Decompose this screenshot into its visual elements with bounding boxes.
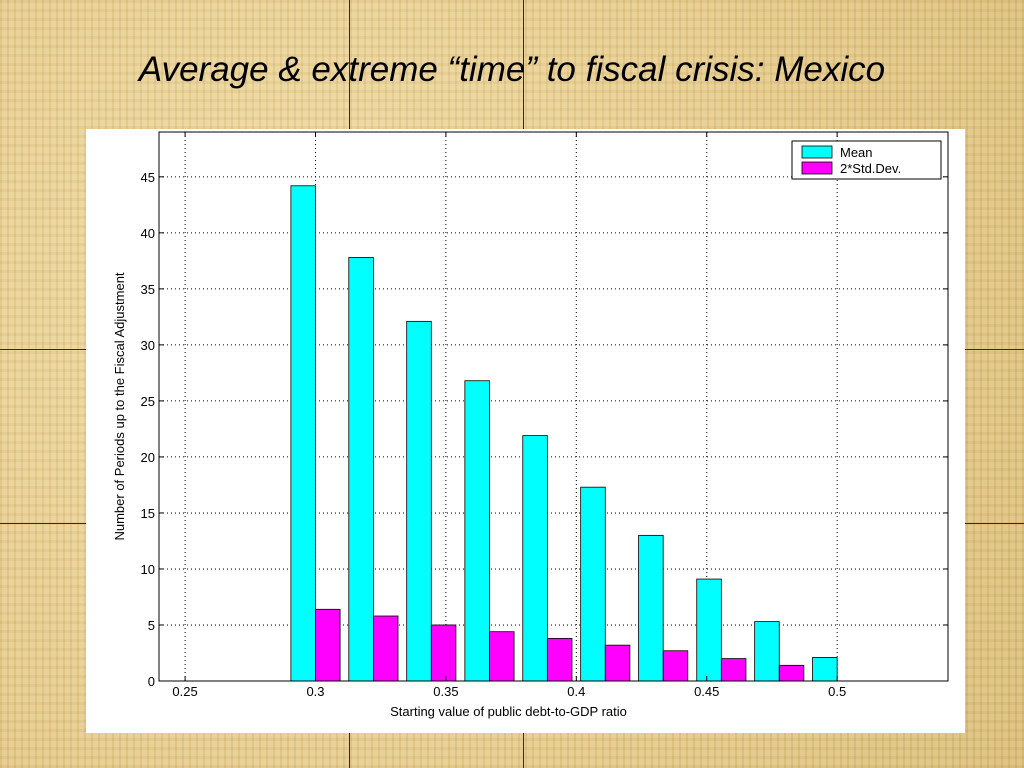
bar-mean-6 (638, 534, 664, 682)
x-axis-label: Starting value of public debt-to-GDP rat… (390, 704, 627, 719)
bar-2-std-dev--6 (662, 650, 689, 682)
y-tick-label-6: 30 (141, 338, 155, 353)
bar-mean-1 (348, 257, 374, 682)
legend-label-1: 2*Std.Dev. (840, 161, 901, 176)
legend-swatch-1 (801, 161, 833, 175)
bar-mean-2 (406, 320, 432, 682)
bar-2-std-dev--1 (372, 615, 399, 682)
x-tick-label-0: 0.25 (172, 684, 197, 699)
y-tick-label-4: 20 (141, 450, 155, 465)
plot-frame (158, 131, 949, 682)
y-tick-label-3: 15 (141, 506, 155, 521)
chart-panel: 0.25 0.3 0.35 0.4 0.45 0.5 0 5 10 15 20 25 30 35 40 45 S… (86, 129, 965, 733)
bar-2-std-dev--7 (720, 658, 747, 682)
bar-mean-9 (812, 657, 838, 682)
legend-label-0: Mean (840, 145, 873, 160)
y-axis-label: Number of Periods up to the Fiscal Adjus… (112, 272, 127, 540)
y-tick-label-8: 40 (141, 226, 155, 241)
y-tick-label-7: 35 (141, 282, 155, 297)
y-tick-label-5: 25 (141, 394, 155, 409)
bar-2-std-dev--2 (430, 624, 457, 682)
y-tick-label-0: 0 (148, 674, 155, 689)
x-tick-label-4: 0.45 (694, 684, 719, 699)
y-tick-label-2: 10 (141, 562, 155, 577)
bar-2-std-dev--5 (604, 644, 631, 682)
x-tick-label-1: 0.3 (306, 684, 324, 699)
bar-2-std-dev--8 (778, 664, 805, 682)
bar-mean-4 (522, 435, 548, 682)
bar-chart: 0.25 0.3 0.35 0.4 0.45 0.5 0 5 10 15 20 25 30 35 40 45 S… (112, 131, 949, 719)
slide-title: Average & extreme “time” to fiscal crisi… (138, 50, 886, 89)
bar-mean-3 (464, 380, 490, 682)
bar-2-std-dev--0 (315, 608, 341, 682)
bar-mean-5 (580, 486, 606, 682)
bar-mean-8 (754, 621, 780, 682)
bar-mean-0 (290, 185, 316, 682)
legend-swatch-0 (801, 145, 833, 159)
y-tick-label-1: 5 (148, 618, 155, 633)
x-tick-label-5: 0.5 (828, 684, 846, 699)
bar-2-std-dev--4 (546, 638, 573, 682)
plot-area (159, 132, 948, 681)
bar-mean-7 (696, 578, 722, 682)
x-tick-label-3: 0.4 (567, 684, 585, 699)
x-tick-label-2: 0.35 (433, 684, 458, 699)
y-tick-label-9: 45 (141, 170, 155, 185)
bar-2-std-dev--3 (489, 631, 515, 682)
